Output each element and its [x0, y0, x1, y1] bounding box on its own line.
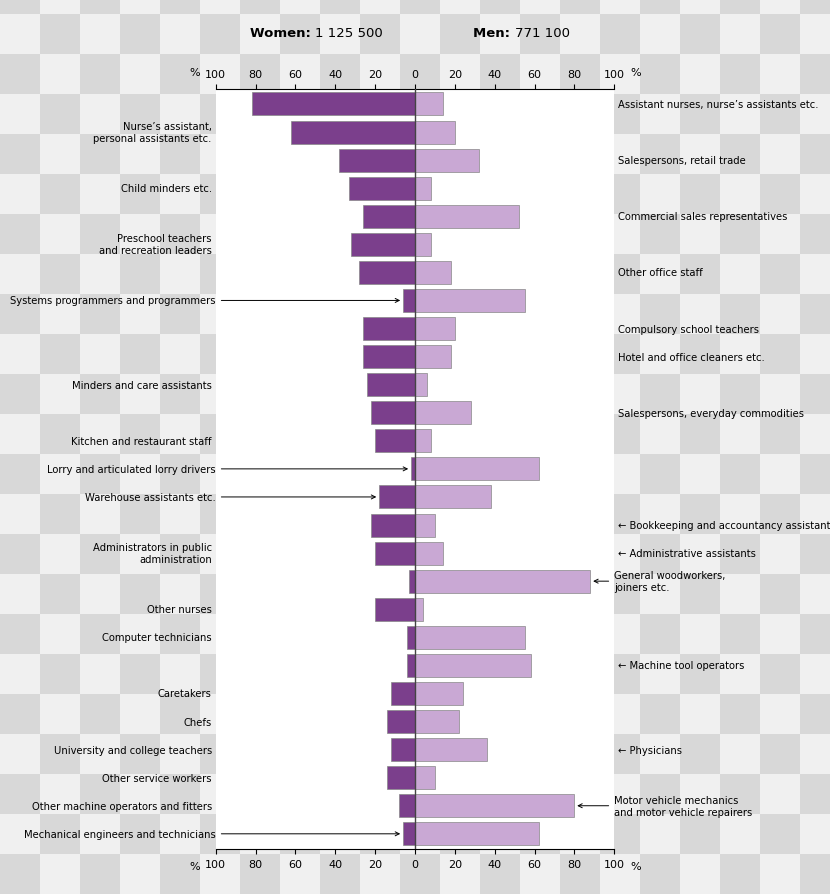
Bar	[407, 626, 415, 649]
Bar	[415, 570, 590, 593]
Text: General woodworkers,
joiners etc.: General woodworkers, joiners etc.	[594, 570, 725, 593]
Text: 1 125 500: 1 125 500	[315, 27, 383, 40]
Bar	[216, 89, 614, 849]
Text: Administrators in public
administration: Administrators in public administration	[93, 543, 212, 564]
Bar	[415, 766, 435, 789]
Text: %: %	[630, 861, 641, 871]
Bar	[415, 177, 431, 200]
Text: Warehouse assistants etc.: Warehouse assistants etc.	[85, 493, 375, 502]
Bar	[415, 682, 463, 705]
Bar	[415, 458, 539, 481]
Bar	[415, 206, 519, 229]
Text: Lorry and articulated lorry drivers: Lorry and articulated lorry drivers	[47, 464, 408, 475]
Text: Commercial sales representatives: Commercial sales representatives	[618, 212, 788, 222]
Bar	[367, 374, 415, 397]
Bar	[415, 822, 539, 846]
Bar	[291, 122, 415, 144]
Bar	[387, 710, 415, 733]
Text: Other service workers: Other service workers	[102, 772, 212, 783]
Bar	[415, 374, 427, 397]
Bar	[364, 317, 415, 341]
Bar	[364, 346, 415, 368]
Bar	[399, 795, 415, 817]
Text: University and college teachers: University and college teachers	[54, 745, 212, 755]
Text: 771 100: 771 100	[515, 27, 569, 40]
Text: ← Machine tool operators: ← Machine tool operators	[618, 661, 745, 670]
Bar	[415, 346, 451, 368]
Bar	[415, 795, 574, 817]
Bar	[415, 93, 443, 116]
Bar	[415, 738, 486, 762]
Text: Systems programmers and programmers: Systems programmers and programmers	[10, 296, 399, 306]
Bar	[415, 149, 479, 173]
Bar	[364, 206, 415, 229]
Bar	[375, 598, 415, 621]
Bar	[359, 262, 415, 284]
Bar	[415, 514, 435, 537]
Bar	[415, 262, 451, 284]
Bar	[371, 401, 415, 425]
Text: Child minders etc.: Child minders etc.	[120, 184, 212, 194]
Bar	[415, 486, 491, 509]
Text: Other nurses: Other nurses	[147, 604, 212, 614]
Text: Nurse’s assistant,
personal assistants etc.: Nurse’s assistant, personal assistants e…	[94, 122, 212, 144]
Bar	[349, 177, 415, 200]
Bar	[415, 317, 455, 341]
Bar	[351, 233, 415, 257]
Text: ← Bookkeeping and accountancy assistants: ← Bookkeeping and accountancy assistants	[618, 520, 830, 530]
Bar	[409, 570, 415, 593]
Bar	[415, 122, 455, 144]
Text: Assistant nurses, nurse’s assistants etc.: Assistant nurses, nurse’s assistants etc…	[618, 100, 818, 110]
Bar	[403, 822, 415, 846]
Bar	[375, 542, 415, 565]
Bar	[379, 486, 415, 509]
Text: Compulsory school teachers: Compulsory school teachers	[618, 325, 759, 334]
Text: Other machine operators and fitters: Other machine operators and fitters	[32, 801, 212, 811]
Bar	[339, 149, 415, 173]
Bar	[415, 598, 423, 621]
Bar	[391, 682, 415, 705]
Bar	[411, 458, 415, 481]
Text: Hotel and office cleaners etc.: Hotel and office cleaners etc.	[618, 352, 765, 362]
Text: Computer technicians: Computer technicians	[102, 633, 212, 643]
Text: Men:: Men:	[473, 27, 515, 40]
Text: Other office staff: Other office staff	[618, 268, 703, 278]
Text: Preschool teachers
and recreation leaders: Preschool teachers and recreation leader…	[99, 234, 212, 256]
Bar	[415, 654, 530, 677]
Bar	[391, 738, 415, 762]
Bar	[415, 233, 431, 257]
Text: Women:: Women:	[250, 27, 315, 40]
Bar	[415, 430, 431, 452]
Text: Caretakers: Caretakers	[158, 688, 212, 699]
Text: Kitchen and restaurant staff: Kitchen and restaurant staff	[71, 436, 212, 446]
Bar	[415, 290, 525, 313]
Text: %: %	[189, 68, 200, 78]
Text: Mechanical engineers and technicians: Mechanical engineers and technicians	[24, 829, 399, 839]
Text: Salespersons, retail trade: Salespersons, retail trade	[618, 156, 746, 166]
Text: ← Physicians: ← Physicians	[618, 745, 682, 755]
Text: %: %	[630, 68, 641, 78]
Text: Salespersons, everyday commodities: Salespersons, everyday commodities	[618, 409, 804, 418]
Text: Motor vehicle mechanics
and motor vehicle repairers: Motor vehicle mechanics and motor vehicl…	[579, 795, 753, 816]
Bar	[251, 93, 415, 116]
Bar	[371, 514, 415, 537]
Bar	[415, 626, 525, 649]
Bar	[407, 654, 415, 677]
Text: %: %	[189, 861, 200, 871]
Bar	[415, 710, 459, 733]
Bar	[415, 542, 443, 565]
Text: ← Administrative assistants: ← Administrative assistants	[618, 549, 756, 559]
Text: Minders and care assistants: Minders and care assistants	[72, 380, 212, 390]
Bar	[375, 430, 415, 452]
Text: Chefs: Chefs	[183, 717, 212, 727]
Bar	[403, 290, 415, 313]
Bar	[387, 766, 415, 789]
Bar	[415, 401, 471, 425]
